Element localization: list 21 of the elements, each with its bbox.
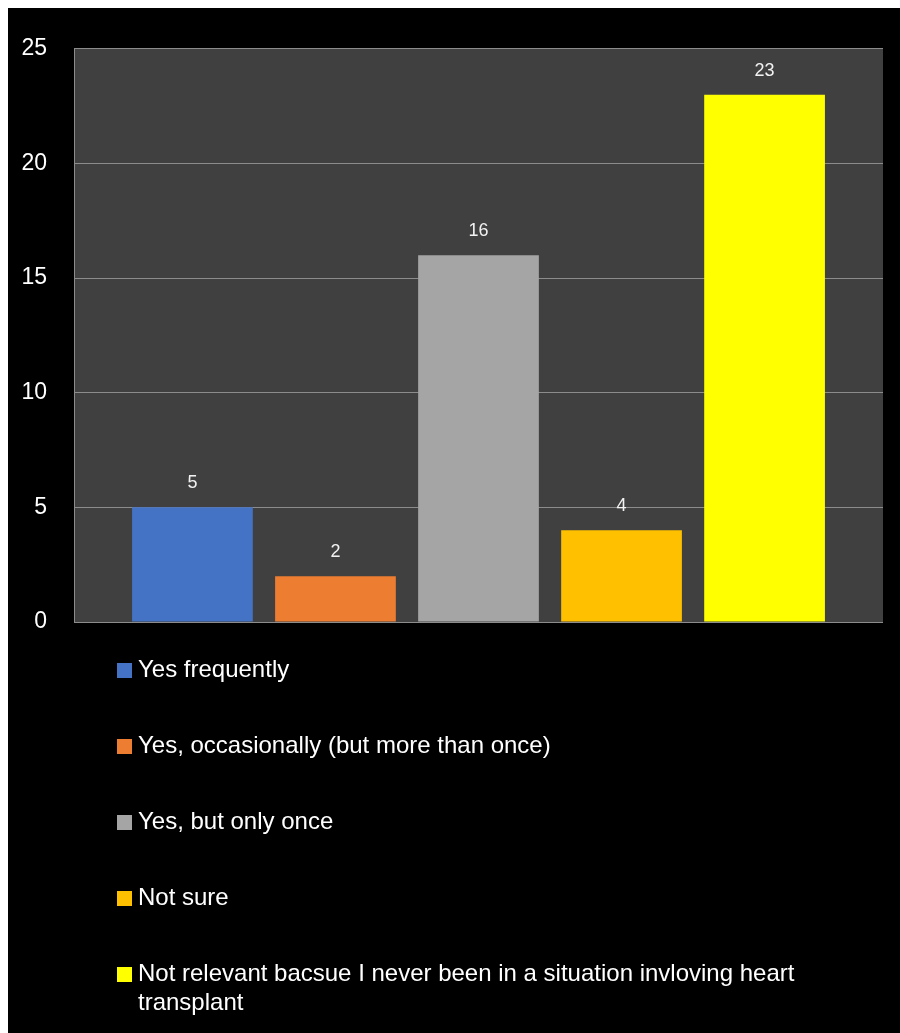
y-tick-label: 0 bbox=[34, 607, 47, 634]
legend-label: Yes, occasionally (but more than once) bbox=[138, 730, 551, 758]
bar bbox=[561, 530, 682, 622]
y-tick-label: 15 bbox=[21, 263, 47, 290]
bar bbox=[275, 576, 396, 622]
data-label: 5 bbox=[187, 472, 198, 493]
bar bbox=[418, 255, 539, 622]
legend-label: Yes frequently bbox=[138, 654, 290, 682]
data-label: 23 bbox=[754, 59, 775, 80]
bar bbox=[704, 94, 825, 622]
y-tick-label: 5 bbox=[34, 492, 47, 519]
data-label: 2 bbox=[330, 541, 341, 562]
data-label: 4 bbox=[616, 495, 627, 516]
data-label: 16 bbox=[468, 220, 489, 241]
legend-label: Not sure bbox=[138, 882, 229, 910]
legend-label: Yes, but only once bbox=[138, 806, 334, 834]
y-tick-label: 20 bbox=[21, 148, 47, 175]
y-tick-label: 10 bbox=[21, 378, 47, 405]
legend-label: Not relevant bacsue I never been in a situation invloving heart transplant bbox=[138, 958, 795, 1015]
y-tick-label: 25 bbox=[21, 34, 47, 61]
bar bbox=[132, 507, 253, 622]
